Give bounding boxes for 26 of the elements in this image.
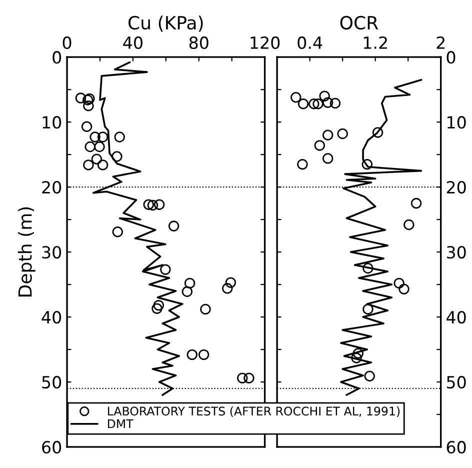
- x-tick-label: 40: [123, 36, 142, 50]
- y-tick-label: 60: [446, 440, 466, 454]
- y-tick-label: 10: [448, 116, 466, 129]
- y-tick-label: 60: [42, 440, 62, 454]
- y-tick-label: 10: [42, 116, 62, 129]
- y-tick-label: 0: [446, 51, 456, 64]
- y-tick-label: 20: [446, 181, 466, 194]
- y-tick-label: 20: [42, 181, 62, 194]
- y-tick-label: 30: [42, 246, 62, 259]
- y-tick-label: 50: [446, 376, 466, 389]
- y-tick-label: 40: [42, 310, 62, 324]
- x-tick-label: 2: [436, 36, 444, 49]
- chart-title: Cu (KPa): [128, 16, 203, 32]
- y-tick-label: 40: [446, 310, 466, 324]
- y-tick-label: 30: [446, 246, 466, 259]
- x-tick-label: 80: [189, 36, 208, 50]
- y-tick-label: 0: [52, 51, 62, 64]
- legend-label: LABORATORY TESTS (AFTER ROCCHI ET AL, 1991): [108, 406, 400, 417]
- chart-title: OCR: [340, 16, 378, 30]
- x-tick-label: 0: [62, 36, 72, 50]
- x-tick-label: 120: [250, 36, 280, 50]
- x-tick-label: 1.2: [364, 36, 387, 49]
- legend-label: DMT: [108, 419, 134, 428]
- x-tick-label: 0.4: [298, 36, 322, 50]
- y-tick-label: 50: [42, 376, 62, 389]
- y-axis-title: Depth (m): [18, 207, 36, 296]
